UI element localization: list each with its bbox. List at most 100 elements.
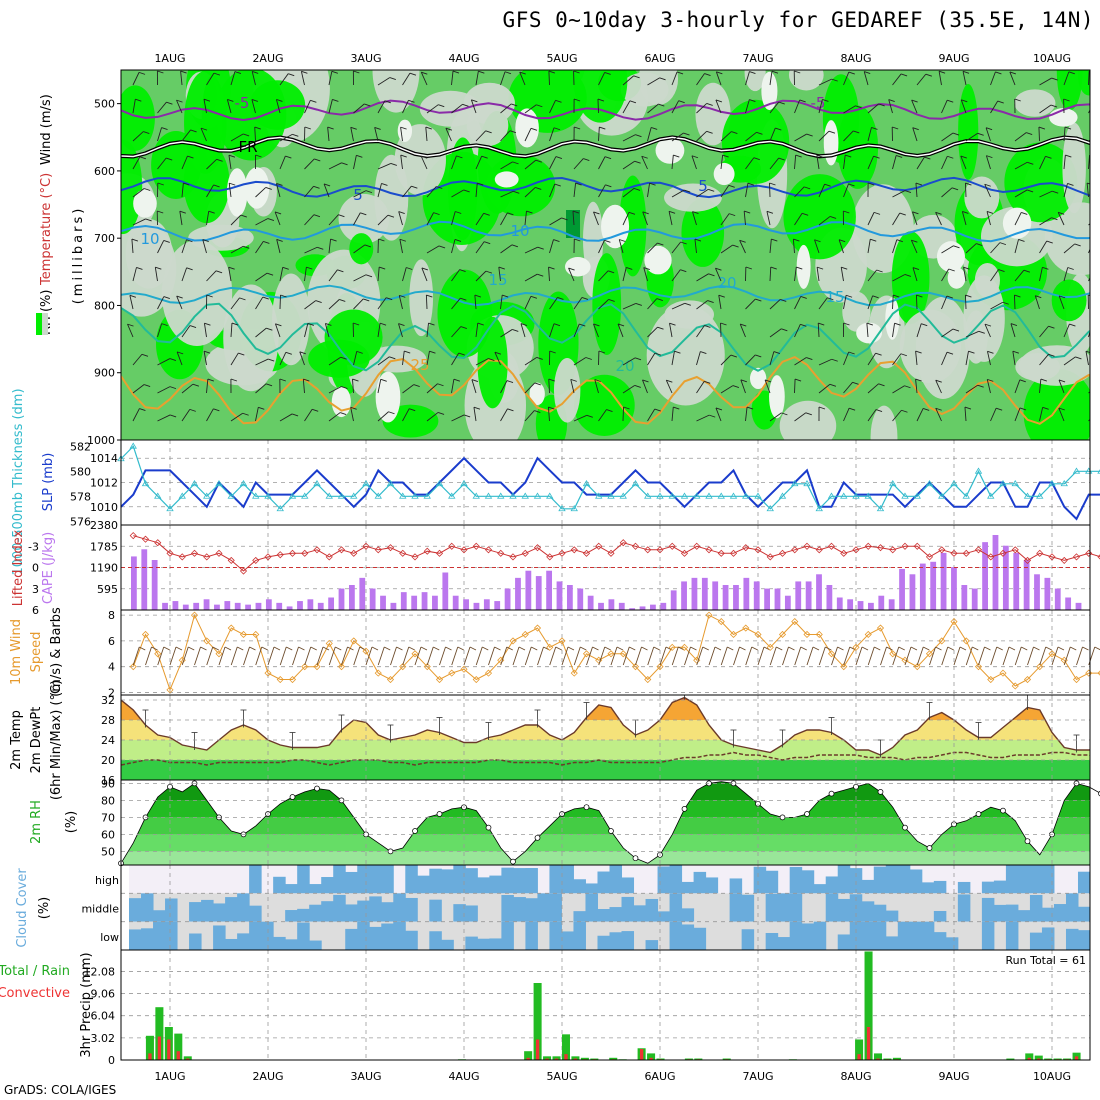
cape-bar [317, 602, 324, 610]
cloud-cell [369, 926, 382, 950]
wind-barb-flag [322, 646, 330, 651]
wind-barb [769, 412, 782, 422]
wind-barb-flag [629, 646, 636, 651]
wind-barb [990, 242, 1001, 254]
wind-barb-flag [291, 413, 299, 417]
wind-barb-flag [276, 99, 283, 102]
thickness-point [925, 479, 934, 487]
wind-barb [718, 295, 722, 310]
wind-barb [984, 323, 991, 338]
wind-barb [641, 156, 648, 170]
wind-barb-flag [1064, 126, 1072, 130]
wind-barb [451, 269, 460, 282]
wind-barb [671, 241, 682, 254]
wind-barb [377, 214, 389, 226]
thickness-point [595, 492, 603, 499]
wind-barb [935, 212, 942, 226]
wind-barb [181, 267, 188, 282]
cape-bar [784, 595, 791, 610]
cape-bar [701, 577, 708, 610]
wind-barb [157, 386, 171, 394]
wind-barb-flag [848, 71, 855, 75]
wind-point [876, 624, 885, 632]
wind-barb [794, 213, 803, 226]
cloud-cell [129, 929, 142, 950]
cloud-cell [573, 911, 586, 922]
cloud-cell [669, 921, 683, 950]
wind-point [166, 686, 174, 694]
wind-barb [500, 646, 508, 666]
wind-barb-flag [314, 158, 321, 162]
thickness-point [1023, 492, 1032, 499]
cape-bar [566, 585, 573, 610]
rh-point [314, 785, 320, 792]
wind-barb-flag [341, 386, 348, 389]
rh-tick-label: 80 [101, 794, 115, 807]
wind-barb [573, 183, 577, 198]
li-point [558, 549, 566, 557]
wind-barb-flag [946, 295, 953, 299]
wind-barb [500, 130, 511, 142]
cloud-cell [297, 908, 310, 922]
wind-barb [1039, 407, 1044, 422]
wind-barb-flag [151, 646, 158, 651]
wind-barb-flag [985, 127, 993, 131]
thickness-point [288, 492, 297, 499]
wind-barb [888, 99, 893, 114]
wind-barb-flag [139, 408, 146, 411]
wind-barb [794, 357, 807, 366]
thickness-tick-label: 582 [70, 440, 91, 453]
cloud-cell [825, 893, 839, 922]
wind-barb-flag [494, 646, 501, 651]
wind-barb-flag [188, 646, 195, 651]
wind-barb-flag [804, 186, 811, 190]
temp-band [121, 700, 1090, 720]
thickness-point [754, 492, 762, 499]
wind-barb [867, 646, 875, 666]
wind-barb-flag [136, 267, 143, 270]
cloud-cell [861, 901, 875, 922]
wind-barb-flag [574, 126, 581, 130]
wind-barb-flag [224, 646, 232, 651]
wind-barb-flag [878, 383, 885, 387]
temp-tick-label: 28 [101, 714, 115, 727]
wind-barb [816, 155, 820, 170]
precip-total-bar [656, 1058, 665, 1060]
cape-bar [432, 595, 438, 610]
wind-barb [202, 239, 207, 254]
wind-barb-flag [962, 211, 969, 214]
wind-barb [316, 646, 324, 666]
wind-barb-flag [731, 131, 738, 135]
wind-barb-flag [216, 158, 223, 162]
wind-barb [512, 646, 520, 666]
wind-barb [132, 156, 141, 170]
li-point [178, 553, 186, 561]
wind-barb [181, 155, 188, 170]
wind-barb [647, 298, 658, 310]
wind-barb-flag [242, 412, 249, 416]
wind-barb [132, 353, 143, 366]
cloud-cell [597, 935, 610, 950]
wind-barb [935, 380, 942, 394]
wind-point [840, 663, 848, 671]
rh-region [573, 70, 628, 123]
wind-barb [255, 327, 267, 338]
wind-barb-flag [729, 213, 736, 217]
wind-barb-flag [512, 329, 519, 332]
wind-barb [206, 270, 217, 282]
thickness-point [386, 479, 395, 487]
wind-barb [255, 383, 267, 394]
cloud-cell [513, 868, 526, 894]
wind-barb [794, 155, 797, 170]
wind-barb-flag [513, 190, 520, 194]
wind-barb-flag [780, 299, 787, 302]
wind-barb [1063, 127, 1066, 142]
li-point [876, 544, 885, 552]
wind-barb-flag [964, 406, 972, 410]
wind-barb-flag [997, 100, 1004, 104]
wind-barb-flag [1082, 646, 1089, 651]
precip-total-bar [722, 1058, 731, 1060]
wind-barb-flag [961, 99, 968, 103]
wind-barb-flag [829, 216, 837, 219]
wind-barb-flag [829, 383, 837, 387]
